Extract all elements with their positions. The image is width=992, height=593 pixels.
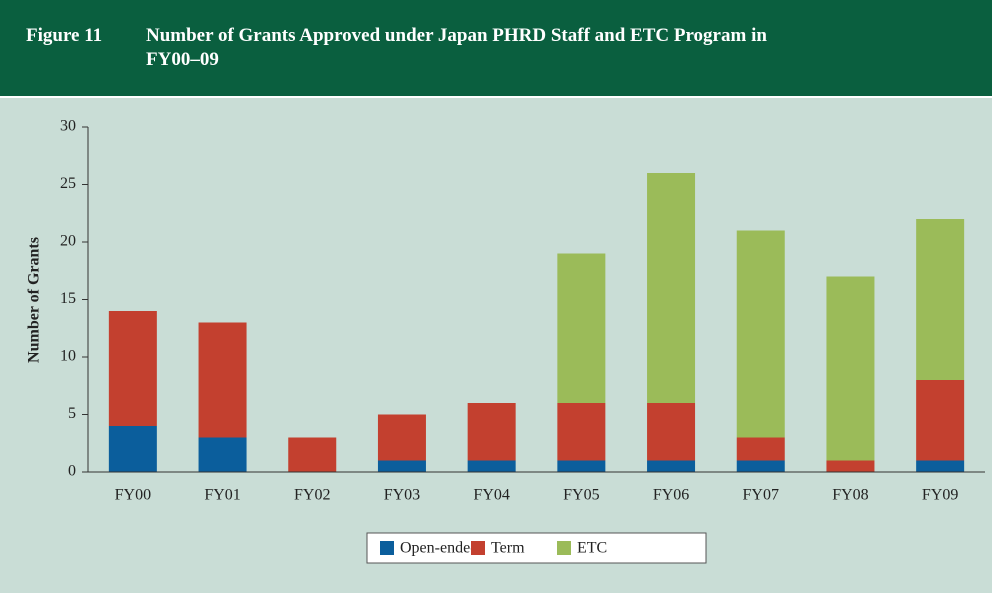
x-tick-label: FY04 bbox=[473, 487, 509, 504]
bar-segment bbox=[377, 460, 426, 472]
legend-label: ETC bbox=[577, 540, 607, 557]
bar-segment bbox=[736, 460, 785, 472]
bar-segment bbox=[826, 276, 875, 461]
bar-segment bbox=[647, 173, 696, 403]
bar-segment bbox=[467, 403, 516, 461]
legend-label: Open-ended bbox=[400, 540, 478, 557]
bar-segment bbox=[826, 460, 875, 472]
chart-title: Number of Grants Approved under Japan PH… bbox=[146, 25, 767, 70]
x-tick-label: FY02 bbox=[294, 487, 330, 504]
y-tick-label: 0 bbox=[68, 463, 76, 480]
header: Figure 11 Number of Grants Approved unde… bbox=[0, 0, 992, 98]
bar-segment bbox=[557, 460, 606, 472]
y-tick-label: 5 bbox=[68, 405, 76, 422]
figure-label: Figure 11 bbox=[26, 25, 103, 46]
bar-segment bbox=[377, 414, 426, 461]
legend-swatch bbox=[557, 541, 571, 555]
x-tick-label: FY03 bbox=[384, 487, 420, 504]
x-tick-label: FY01 bbox=[204, 487, 240, 504]
y-tick-label: 25 bbox=[60, 175, 76, 192]
x-tick-label: FY08 bbox=[832, 487, 868, 504]
bar-segment bbox=[647, 460, 696, 472]
x-tick-label: FY06 bbox=[653, 487, 689, 504]
x-tick-label: FY09 bbox=[922, 487, 958, 504]
x-tick-label: FY07 bbox=[743, 487, 779, 504]
bar-segment bbox=[557, 403, 606, 461]
x-tick-label: FY05 bbox=[563, 487, 599, 504]
y-axis-label: Number of Grants bbox=[26, 237, 43, 363]
bar-segment bbox=[108, 426, 157, 472]
bar-segment bbox=[916, 460, 965, 472]
x-tick-label: FY00 bbox=[115, 487, 151, 504]
bar-segment bbox=[647, 403, 696, 461]
bar-segment bbox=[736, 437, 785, 461]
y-tick-label: 10 bbox=[60, 348, 76, 365]
bar-segment bbox=[108, 311, 157, 426]
legend-swatch bbox=[380, 541, 394, 555]
bar-segment bbox=[467, 460, 516, 472]
bar-segment bbox=[198, 322, 247, 438]
y-tick-label: 15 bbox=[60, 290, 76, 307]
bar-segment bbox=[916, 380, 965, 461]
bar-segment bbox=[198, 437, 247, 472]
bar-segment bbox=[736, 230, 785, 438]
y-tick-label: 30 bbox=[60, 118, 76, 135]
legend-box bbox=[366, 532, 707, 564]
legend-swatch bbox=[471, 541, 485, 555]
y-tick-label: 20 bbox=[60, 233, 76, 250]
bar-segment bbox=[288, 437, 337, 472]
chart: Number of Grants 0 5 10 15 20 25 30 FY00 FY01 FY0… bbox=[26, 118, 985, 564]
bar-segment bbox=[557, 253, 606, 403]
bar-segment bbox=[916, 219, 965, 380]
legend-label: Term bbox=[491, 540, 525, 557]
